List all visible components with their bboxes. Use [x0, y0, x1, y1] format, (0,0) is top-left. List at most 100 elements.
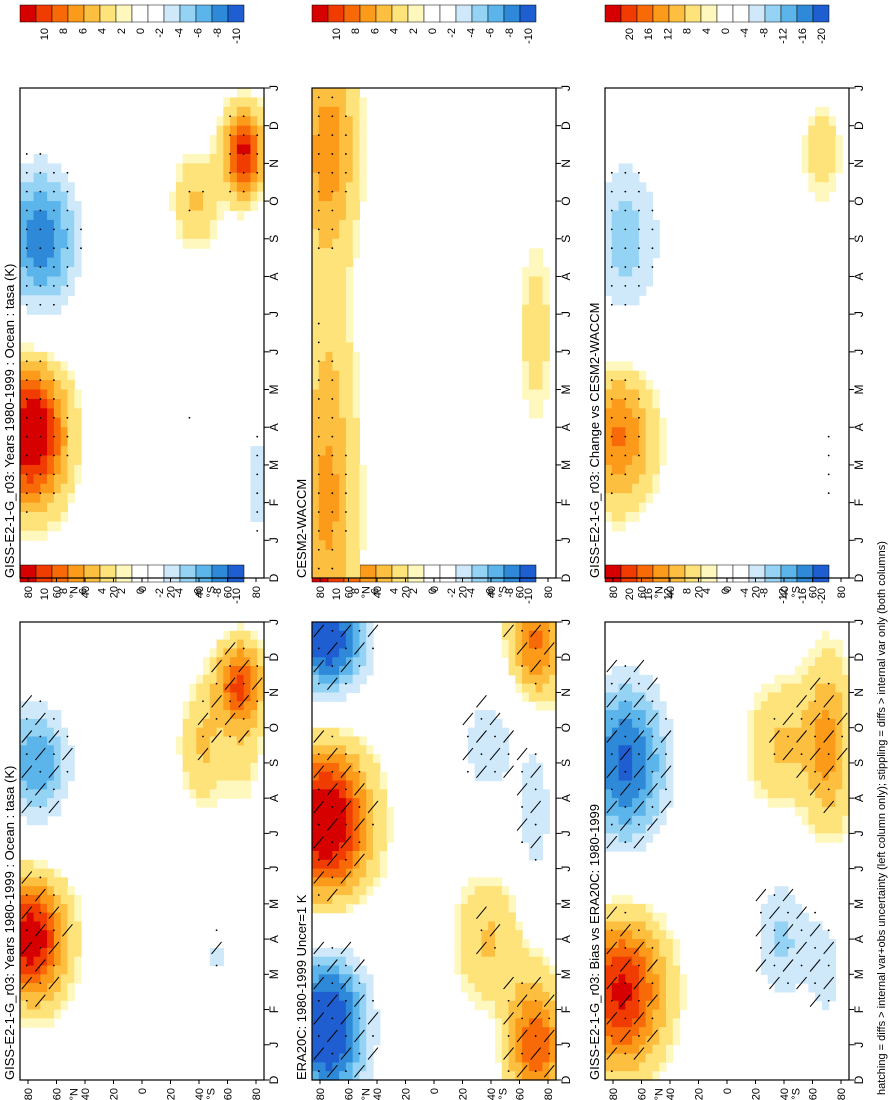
heatmap-cell	[189, 201, 197, 212]
colorbar-label: -16	[797, 588, 809, 604]
stipple-dot	[610, 823, 613, 826]
heatmap-cell	[339, 276, 347, 287]
heatmap-cell	[345, 182, 354, 193]
heatmap-cell	[325, 351, 333, 362]
colorbar-swatch	[67, 4, 85, 23]
heatmap-cell	[359, 483, 367, 494]
heatmap-cell	[815, 125, 823, 136]
colorbar-label: -16	[797, 28, 809, 44]
heatmap-cell	[216, 182, 224, 193]
heatmap-cell	[332, 389, 340, 400]
heatmap-cell	[20, 718, 28, 729]
heatmap-cell	[638, 701, 647, 711]
heatmap-cell	[325, 389, 333, 400]
hatch-mark	[313, 765, 325, 779]
heatmap-cell	[632, 408, 640, 419]
heatmap-cell	[359, 754, 367, 764]
stipple-dot	[256, 454, 259, 457]
heatmap-cell	[33, 446, 41, 457]
heatmap-cell	[605, 1071, 613, 1081]
stipple-dot	[827, 682, 830, 685]
colorbar-swatch	[179, 4, 197, 23]
heatmap-cell	[47, 502, 55, 513]
heatmap-cell	[528, 798, 537, 808]
heatmap-cell	[808, 116, 816, 127]
heatmap-cell	[605, 257, 613, 268]
heatmap-cell	[332, 727, 340, 738]
heatmap-cell	[618, 780, 626, 790]
heatmap-cell	[250, 674, 258, 685]
heatmap-cell	[666, 736, 674, 746]
heatmap-cell	[339, 464, 347, 475]
heatmap-cell	[611, 842, 620, 852]
stipple-dot	[39, 247, 42, 250]
stipple-dot	[651, 228, 654, 231]
heatmap-cell	[26, 754, 35, 764]
heatmap-cell	[203, 789, 211, 799]
hatch-mark	[769, 976, 780, 990]
heatmap-cell	[618, 483, 626, 494]
heatmap-cell	[332, 877, 340, 887]
heatmap-cell	[794, 921, 803, 931]
colorbar-swatch	[812, 564, 830, 583]
heatmap-cell	[332, 1000, 340, 1011]
heatmap-cell	[774, 674, 782, 685]
heatmap-cell	[345, 895, 354, 905]
heatmap-cell	[821, 692, 830, 702]
heatmap-cell	[672, 1027, 681, 1037]
heatmap-cell	[345, 639, 354, 650]
heatmap-cell	[243, 666, 252, 676]
stipple-dot	[25, 964, 28, 967]
heatmap-cell	[33, 798, 41, 808]
stipple-dot	[548, 1052, 551, 1055]
hemisphere-label: °N	[69, 586, 81, 598]
heatmap-cell	[522, 939, 530, 949]
heatmap-cell	[312, 568, 320, 579]
stipple-dot	[534, 1035, 537, 1037]
heatmap-cell	[53, 983, 62, 993]
heatmap-cell	[203, 798, 211, 808]
heatmap-cell	[318, 630, 327, 641]
heatmap-cell	[339, 736, 347, 746]
heatmap-cell	[53, 172, 62, 183]
heatmap-cell	[332, 974, 340, 984]
heatmap-cell	[47, 163, 55, 174]
colorbar-swatch	[668, 4, 686, 23]
heatmap-cell	[345, 1027, 354, 1037]
heatmap-cell	[203, 762, 211, 773]
heatmap-cell	[652, 718, 660, 729]
heatmap-cell	[359, 182, 367, 193]
stipple-dot	[317, 647, 320, 650]
heatmap-cell	[345, 361, 354, 372]
heatmap-cell	[332, 417, 340, 428]
heatmap-cell	[312, 657, 320, 667]
colorbar-label: -8	[504, 28, 516, 38]
stipple-dot	[25, 209, 28, 212]
heatmap-cell	[638, 930, 647, 940]
heatmap-cell	[625, 1018, 633, 1028]
heatmap-cell	[454, 956, 462, 967]
heatmap-cell	[495, 1053, 503, 1063]
heatmap-cell	[33, 903, 41, 914]
hatch-mark	[647, 818, 658, 831]
hatch-mark	[782, 959, 794, 972]
colorbar-swatch	[439, 4, 457, 23]
heatmap-cell	[325, 1044, 333, 1055]
heatmap-cell	[312, 639, 320, 650]
heatmap-cell	[60, 455, 69, 466]
heatmap-cell	[312, 1053, 320, 1063]
hatch-mark	[489, 712, 501, 726]
y-tick-label: 60	[52, 1088, 64, 1100]
x-tick-label: J	[267, 866, 281, 872]
x-tick-label: D	[267, 573, 281, 582]
y-tick-label: 60	[344, 1088, 356, 1100]
colorbar-swatch	[131, 4, 149, 23]
heatmap-cell	[352, 877, 361, 887]
heatmap-cell	[67, 257, 75, 268]
heatmap-cell	[318, 116, 327, 127]
heatmap-cell	[47, 806, 55, 817]
heatmap-cell	[638, 1035, 647, 1046]
heatmap-cell	[605, 939, 613, 949]
heatmap-cell	[74, 446, 82, 457]
hatch-mark	[354, 818, 365, 831]
